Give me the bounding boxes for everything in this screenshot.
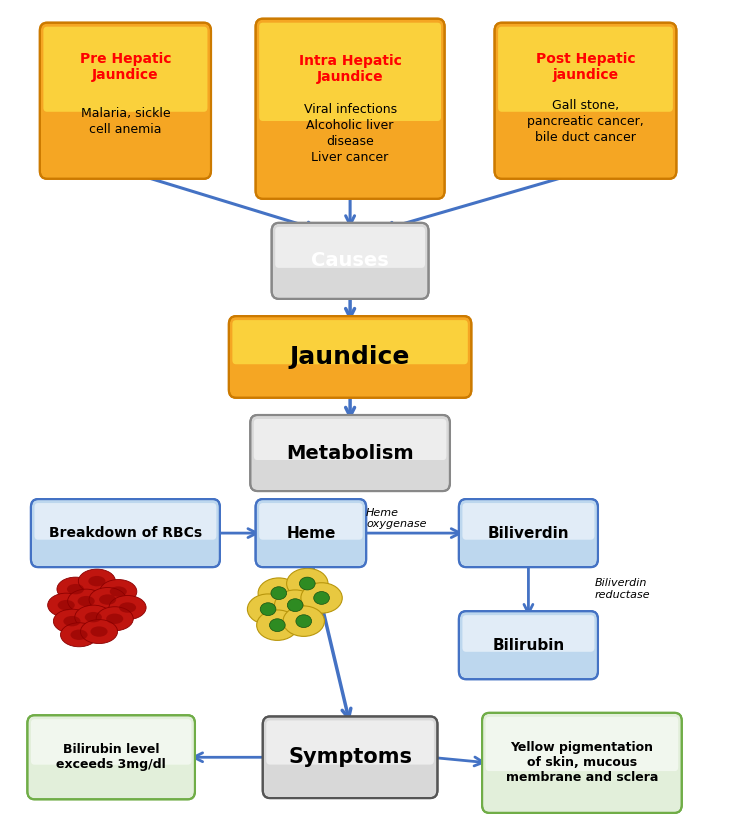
Ellipse shape [256, 610, 298, 641]
FancyBboxPatch shape [462, 615, 594, 652]
FancyBboxPatch shape [263, 716, 438, 798]
Text: Symptoms: Symptoms [288, 747, 412, 767]
Text: Intra Hepatic
Jaundice: Intra Hepatic Jaundice [299, 54, 401, 84]
Text: Bilirubin level
exceeds 3mg/dl: Bilirubin level exceeds 3mg/dl [56, 743, 166, 771]
Ellipse shape [119, 602, 136, 613]
FancyBboxPatch shape [498, 27, 673, 112]
FancyBboxPatch shape [495, 23, 676, 178]
Text: Heme: Heme [286, 525, 336, 540]
Ellipse shape [85, 612, 102, 622]
Ellipse shape [314, 591, 329, 605]
Ellipse shape [109, 595, 146, 620]
FancyBboxPatch shape [27, 716, 195, 799]
Ellipse shape [67, 584, 84, 595]
FancyBboxPatch shape [256, 18, 444, 198]
Ellipse shape [58, 600, 75, 610]
Text: Causes: Causes [311, 251, 389, 270]
FancyBboxPatch shape [256, 499, 366, 567]
FancyBboxPatch shape [266, 721, 434, 765]
Text: Gall stone,
pancreatic cancer,
bile duct cancer: Gall stone, pancreatic cancer, bile duct… [527, 99, 644, 144]
Ellipse shape [88, 576, 106, 586]
Ellipse shape [99, 595, 116, 605]
Text: Jaundice: Jaundice [290, 345, 410, 369]
FancyBboxPatch shape [34, 503, 216, 540]
Ellipse shape [63, 616, 80, 626]
FancyBboxPatch shape [31, 499, 220, 567]
Ellipse shape [77, 596, 95, 606]
FancyBboxPatch shape [40, 23, 211, 178]
Ellipse shape [283, 606, 325, 636]
Ellipse shape [80, 620, 117, 644]
Ellipse shape [106, 614, 123, 624]
FancyBboxPatch shape [462, 503, 594, 540]
Ellipse shape [78, 569, 115, 593]
Ellipse shape [91, 626, 108, 637]
FancyBboxPatch shape [259, 503, 363, 540]
Ellipse shape [247, 594, 289, 625]
Text: Biliverdin: Biliverdin [487, 525, 569, 540]
Ellipse shape [60, 623, 97, 647]
Ellipse shape [299, 577, 315, 590]
FancyBboxPatch shape [31, 719, 192, 765]
Ellipse shape [100, 580, 137, 604]
Ellipse shape [288, 599, 303, 611]
Ellipse shape [110, 586, 127, 597]
Ellipse shape [270, 619, 285, 631]
Ellipse shape [287, 568, 328, 599]
Text: Heme
oxygenase: Heme oxygenase [366, 508, 426, 530]
Ellipse shape [301, 583, 343, 613]
Text: Biliverdin
reductase: Biliverdin reductase [594, 578, 650, 600]
Text: Viral infections
Alcoholic liver
disease
Liver cancer: Viral infections Alcoholic liver disease… [304, 103, 397, 163]
FancyBboxPatch shape [254, 419, 447, 460]
Ellipse shape [53, 609, 91, 633]
Ellipse shape [96, 607, 133, 631]
Ellipse shape [57, 577, 94, 601]
FancyBboxPatch shape [275, 227, 425, 268]
Text: Breakdown of RBCs: Breakdown of RBCs [49, 526, 202, 540]
Text: Yellow pigmentation
of skin, mucous
membrane and sclera: Yellow pigmentation of skin, mucous memb… [506, 741, 658, 784]
Ellipse shape [68, 589, 105, 613]
Ellipse shape [89, 587, 126, 611]
Ellipse shape [75, 605, 112, 629]
Ellipse shape [271, 587, 287, 600]
Ellipse shape [260, 603, 276, 615]
FancyBboxPatch shape [486, 717, 678, 771]
FancyBboxPatch shape [229, 316, 471, 398]
Ellipse shape [258, 578, 299, 608]
FancyBboxPatch shape [250, 415, 450, 491]
Text: Bilirubin: Bilirubin [493, 638, 565, 653]
FancyBboxPatch shape [43, 27, 207, 112]
FancyBboxPatch shape [272, 223, 429, 299]
Ellipse shape [296, 615, 311, 627]
FancyBboxPatch shape [233, 320, 468, 364]
Ellipse shape [48, 593, 85, 617]
FancyBboxPatch shape [459, 499, 598, 567]
Text: Post Hepatic
jaundice: Post Hepatic jaundice [536, 52, 635, 83]
FancyBboxPatch shape [482, 713, 682, 813]
Text: Malaria, sickle
cell anemia: Malaria, sickle cell anemia [80, 108, 170, 136]
Ellipse shape [274, 590, 316, 620]
Text: Metabolism: Metabolism [286, 444, 414, 463]
FancyBboxPatch shape [259, 23, 441, 121]
FancyBboxPatch shape [459, 611, 598, 679]
Text: Pre Hepatic
Jaundice: Pre Hepatic Jaundice [80, 52, 171, 83]
Ellipse shape [71, 630, 88, 640]
